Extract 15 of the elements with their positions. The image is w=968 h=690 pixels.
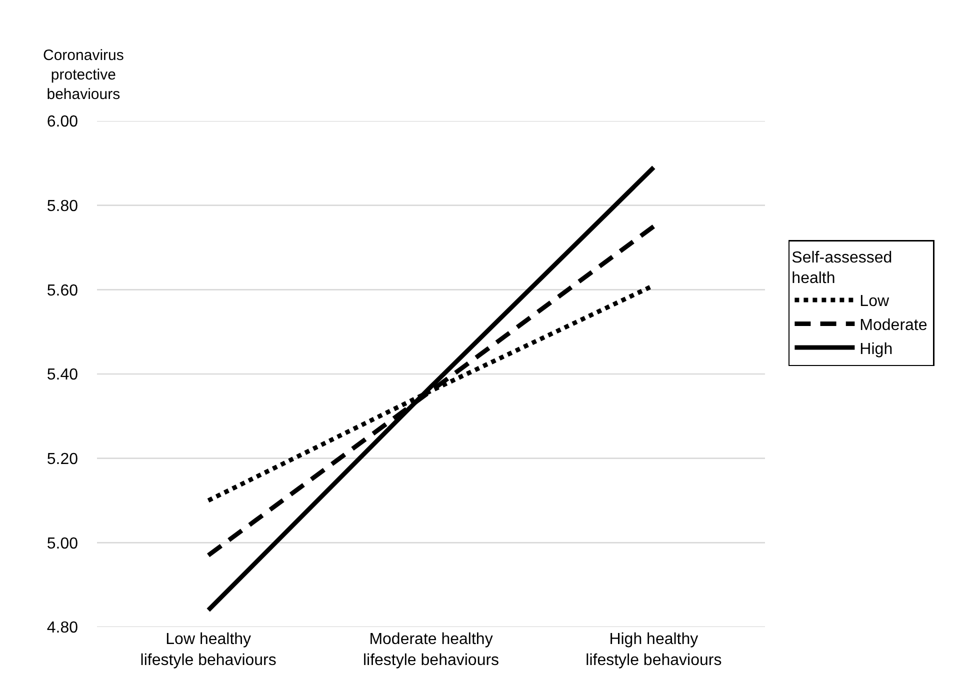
legend-label: Low: [860, 293, 890, 310]
y-tick-label: 5.40: [46, 366, 78, 384]
x-tick-label: High healthy lifestyle behaviours: [586, 631, 722, 669]
y-tick-label: 5.60: [46, 282, 78, 300]
y-tick-label: 4.80: [46, 620, 78, 637]
y-tick-label: 5.20: [46, 450, 78, 468]
legend-title: Self-assessed health: [792, 249, 892, 288]
y-tick-label: 6.00: [46, 114, 78, 131]
x-tick-label: Low healthy lifestyle behaviours: [140, 631, 276, 669]
x-tick-label: Moderate healthy lifestyle behaviours: [362, 631, 500, 669]
legend-label: High: [860, 340, 893, 358]
y-axis-title: Coronavirus protective behaviours: [43, 47, 124, 103]
y-tick-label: 5.80: [46, 198, 78, 215]
legend-label: Moderate: [860, 317, 928, 334]
y-tick-label: 5.00: [46, 535, 78, 552]
